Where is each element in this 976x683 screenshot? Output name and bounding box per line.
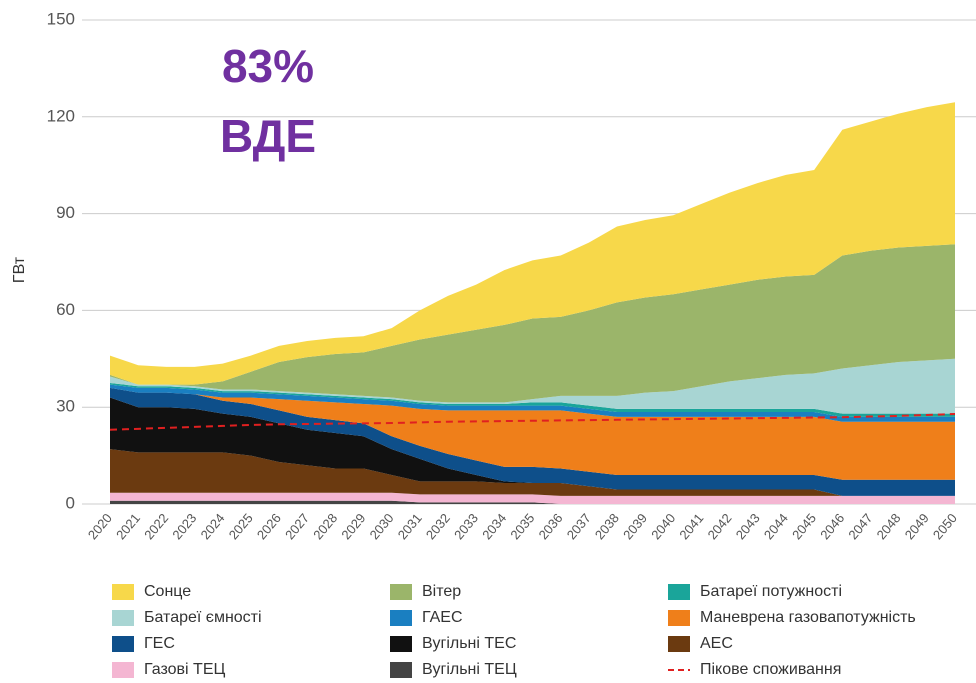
x-tick-label: 2044 [761,510,791,542]
x-tick-label: 2031 [395,510,425,542]
x-tick-label: 2035 [507,510,537,542]
area [110,387,955,496]
legend-label: Вугільні ТЕЦ [422,661,517,678]
legend-label: АЕС [700,635,733,652]
x-tick-label: 2027 [282,510,312,542]
legend-label: ГЕС [144,635,175,652]
x-tick-label: 2050 [930,510,960,542]
legend-swatch [668,636,690,652]
x-tick-label: 2024 [198,510,228,542]
x-tick-label: 2029 [338,510,368,542]
legend-label: Сонце [144,583,191,600]
x-tick-label: 2022 [141,510,171,542]
legend-label: Пікове споживання [700,661,841,678]
legend-label: Газові ТЕЦ [144,661,225,678]
x-tick-label: 2046 [817,510,847,542]
x-tick-label: 2025 [226,510,256,542]
legend-label: Батареї ємності [144,609,262,626]
x-tick-label: 2023 [169,510,199,542]
x-tick-label: 2045 [789,510,819,542]
x-tick-label: 2032 [423,510,453,542]
legend-swatch [668,584,690,600]
legend-swatch [112,662,134,678]
x-tick-label: 2038 [592,510,622,542]
area [110,387,955,480]
x-tick-label: 2020 [85,510,115,542]
legend-label: Вугільні ТЕС [422,635,516,652]
x-tick-label: 2039 [620,510,650,542]
area [110,102,955,385]
legend-label: Батареї потужності [700,583,842,600]
x-tick-label: 2043 [733,510,763,542]
x-tick-label: 2048 [874,510,904,542]
legend-swatch [112,636,134,652]
x-tick-label: 2028 [310,510,340,542]
x-tick-label: 2049 [902,510,932,542]
legend-swatch [390,636,412,652]
x-tick-label: 2026 [254,510,284,542]
legend-label: Маневрена газовапотужність [700,609,916,626]
x-tick-label: 2041 [676,510,706,542]
x-tick-label: 2033 [451,510,481,542]
x-tick-label: 2034 [479,510,509,542]
x-tick-label: 2030 [367,510,397,542]
area [110,244,955,403]
legend-swatch [668,610,690,626]
x-tick-label: 2040 [648,510,678,542]
annotation: 83% [222,40,314,92]
area [110,358,955,414]
y-tick-label: 90 [56,203,75,222]
area [110,397,955,496]
x-tick-label: 2047 [845,510,875,542]
x-tick-label: 2021 [113,510,143,542]
area [110,492,955,504]
y-tick-label: 60 [56,300,75,319]
legend-swatch [112,610,134,626]
y-axis-label: ГВт [11,256,28,283]
peak-line [109,412,956,431]
annotation: ВДЕ [220,110,316,162]
legend-swatch [390,610,412,626]
y-tick-label: 0 [66,493,75,512]
area [110,384,955,422]
legend-swatch [390,662,412,678]
legend-swatch [390,584,412,600]
x-tick-label: 2042 [705,510,735,542]
y-tick-label: 150 [47,9,75,28]
legend-swatch [112,584,134,600]
y-tick-label: 30 [56,397,75,416]
y-tick-label: 120 [47,106,75,125]
area [110,449,955,496]
legend-label: ГАЕС [422,609,463,626]
x-tick-label: 2037 [564,510,594,542]
legend-label: Вітер [422,583,461,600]
x-tick-label: 2036 [536,510,566,542]
